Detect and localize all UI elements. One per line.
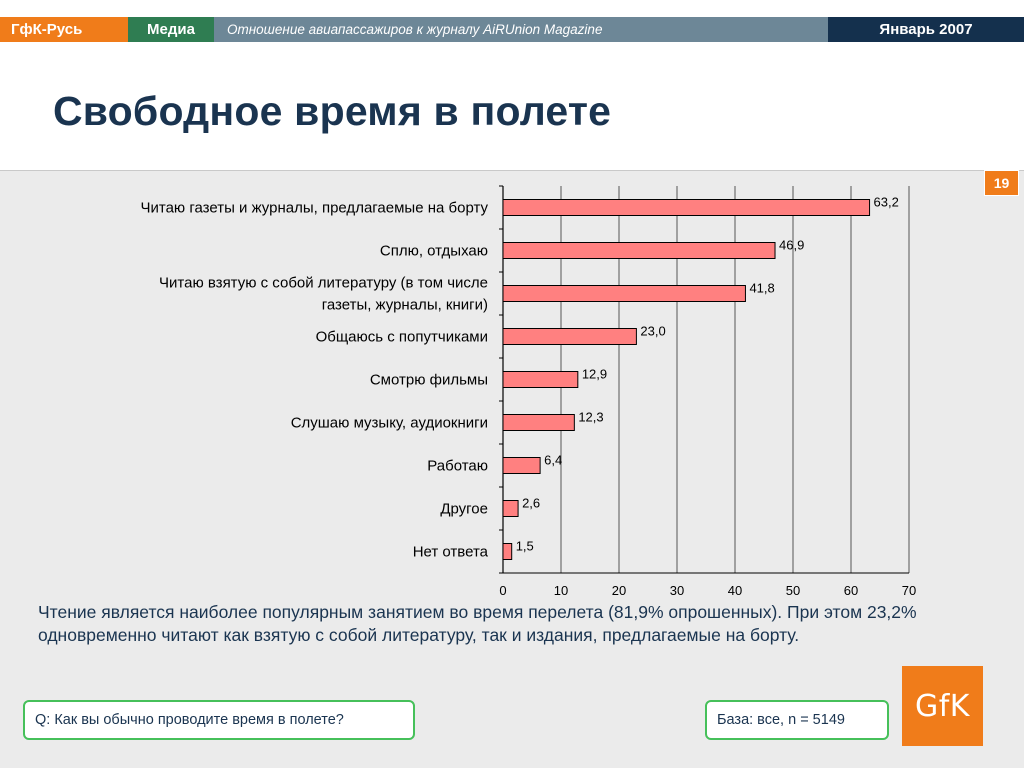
x-tick-label: 30 bbox=[670, 583, 684, 598]
x-tick-label: 60 bbox=[844, 583, 858, 598]
bar-value-label: 12,3 bbox=[578, 410, 603, 425]
bar-value-label: 6,4 bbox=[544, 453, 562, 468]
x-tick-label: 20 bbox=[612, 583, 626, 598]
category-label: Смотрю фильмы bbox=[370, 372, 488, 389]
bar bbox=[502, 285, 746, 302]
category-label: Слушаю музыку, аудиокниги bbox=[291, 415, 488, 432]
bar-value-label: 46,9 bbox=[779, 238, 804, 253]
bar-value-label: 2,6 bbox=[522, 496, 540, 511]
bar-value-label: 41,8 bbox=[749, 281, 774, 296]
section-label: Медиа bbox=[128, 17, 214, 42]
x-tick-label: 70 bbox=[902, 583, 916, 598]
header-bar: ГфК-Русь Медиа Отношение авиапассажиров … bbox=[0, 17, 1024, 42]
chart-value-labels: 63,2 46,9 41,8 23,0 12,9 12,3 6,4 2,6 1,5 bbox=[516, 195, 899, 554]
bar-chart: Читаю газеты и журналы, предлагаемые на … bbox=[141, 185, 916, 598]
category-label: Работаю bbox=[427, 458, 488, 475]
page-title: Свободное время в полете bbox=[53, 88, 612, 134]
report-subtitle: Отношение авиапассажиров к журналу AiRUn… bbox=[214, 17, 828, 42]
category-label: Другое bbox=[440, 501, 488, 518]
slide-number-badge: 19 bbox=[984, 170, 1019, 196]
bar-value-label: 1,5 bbox=[516, 539, 534, 554]
category-label: Сплю, отдыхаю bbox=[380, 243, 488, 260]
x-tick-label: 0 bbox=[499, 583, 506, 598]
bar bbox=[502, 414, 575, 431]
gfk-logo-text: GfK bbox=[915, 688, 970, 724]
category-label: газеты, журналы, книги) bbox=[322, 297, 488, 314]
gfk-logo: GfK bbox=[902, 666, 983, 746]
question-text: Q: Как вы обычно проводите время в полет… bbox=[35, 712, 344, 728]
base-text: База: все, n = 5149 bbox=[717, 712, 845, 728]
report-date: Январь 2007 bbox=[828, 17, 1024, 42]
bar-value-label: 23,0 bbox=[640, 324, 665, 339]
x-tick-label: 50 bbox=[786, 583, 800, 598]
brand-label: ГфК-Русь bbox=[0, 17, 128, 42]
category-label: Нет ответа bbox=[413, 544, 489, 561]
bar-value-label: 63,2 bbox=[874, 195, 899, 210]
bar bbox=[502, 500, 519, 517]
category-label: Общаюсь с попутчиками bbox=[316, 329, 488, 346]
bar bbox=[502, 328, 637, 345]
chart-bars bbox=[502, 199, 871, 560]
x-tick-label: 40 bbox=[728, 583, 742, 598]
category-label: Читаю взятую с собой литературу (в том ч… bbox=[159, 275, 488, 292]
bar-value-label: 12,9 bbox=[582, 367, 607, 382]
chart-x-ticks: 0 10 20 30 40 50 60 70 bbox=[499, 583, 916, 598]
x-tick-label: 10 bbox=[554, 583, 568, 598]
bar bbox=[502, 371, 579, 388]
question-box: Q: Как вы обычно проводите время в полет… bbox=[23, 700, 415, 740]
bar bbox=[502, 543, 513, 560]
bar bbox=[502, 457, 541, 474]
bar bbox=[502, 199, 871, 216]
base-box: База: все, n = 5149 bbox=[705, 700, 889, 740]
summary-note: Чтение является наиболее популярным заня… bbox=[38, 602, 917, 645]
bar bbox=[502, 242, 776, 259]
chart-category-labels: Читаю газеты и журналы, предлагаемые на … bbox=[141, 200, 489, 561]
category-label: Читаю газеты и журналы, предлагаемые на … bbox=[141, 200, 489, 217]
